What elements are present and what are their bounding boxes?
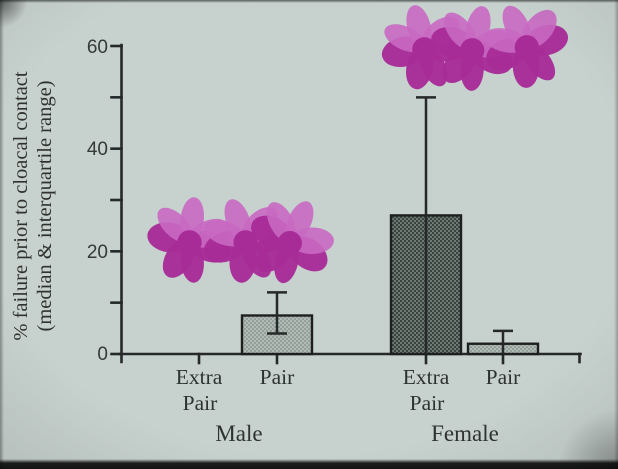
label-male-extra-2: Pair [183,391,218,415]
label-male-pair: Pair [260,365,295,389]
label-male-extra: Extra [176,365,223,389]
label-female-extra-2: Pair [410,391,445,415]
label-female-extra: Extra [403,365,450,389]
y-axis-title-line2: (median & interquartile range) [34,80,56,331]
label-female-pair: Pair [486,365,521,389]
group-label-male: Male [215,421,262,446]
ytick-60: 60 [87,37,108,58]
group-label-female: Female [431,421,499,446]
ytick-40: 40 [87,139,108,160]
y-axis-title-line1: % failure prior to cloacal contact [10,71,32,341]
ytick-0: 0 [97,344,108,365]
ytick-20: 20 [87,242,108,263]
